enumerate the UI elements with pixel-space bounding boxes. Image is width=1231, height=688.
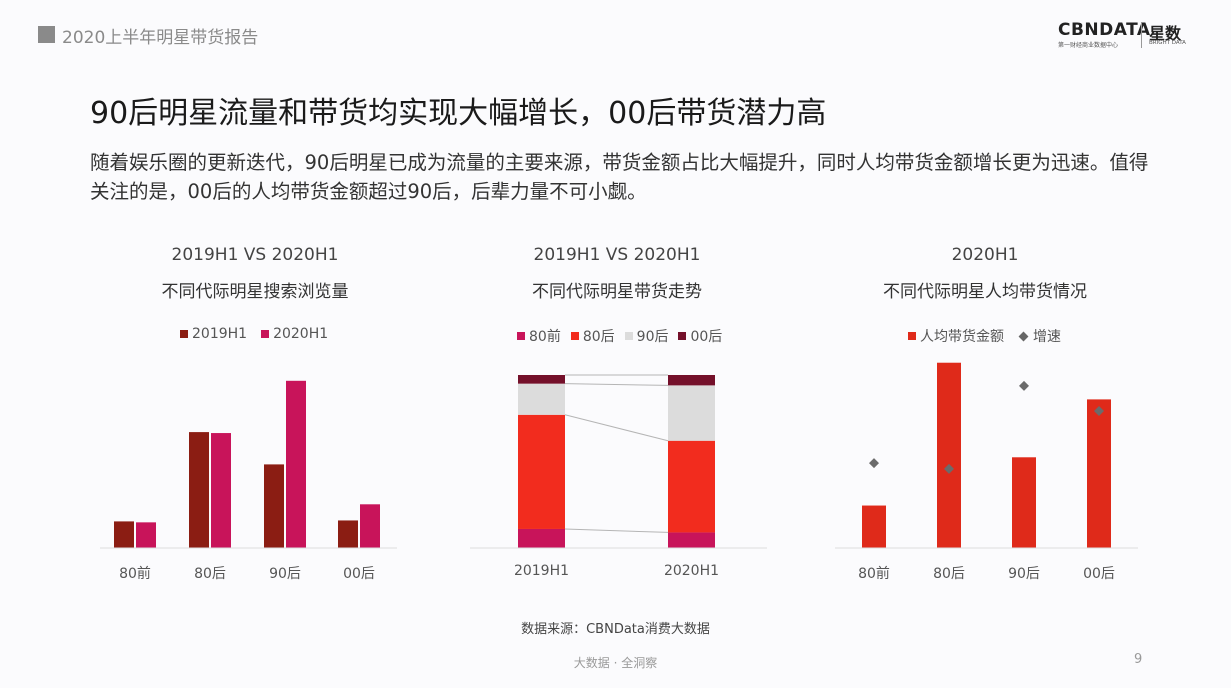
panel-1-title-period: 2019H1 VS 2020H1 (171, 245, 339, 265)
legend-label: 2020H1 (273, 326, 329, 342)
legend-label: 2019H1 (192, 326, 248, 342)
growth-marker (869, 458, 879, 469)
bar-2020h1 (136, 522, 156, 548)
legend-swatch (517, 332, 525, 340)
legend-swatch (624, 332, 633, 340)
panel-2-title-period: 2019H1 VS 2020H1 (533, 245, 701, 265)
logo-separator (1141, 22, 1142, 48)
x-tick-label: 00后 (1083, 566, 1115, 582)
legend-swatch (678, 332, 687, 340)
legend-swatch (180, 330, 188, 338)
legend-item-growth: 增速 (1018, 326, 1061, 346)
panel-2-title: 不同代际明星带货走势 (532, 282, 702, 302)
data-source: 数据来源：CBNData消费大数据 (521, 622, 710, 637)
legend-item-2020h1: 2020H1 (261, 326, 328, 342)
x-tick-label: 2020H1 (664, 563, 719, 579)
bar-2020h1 (360, 504, 380, 548)
legend-label: 90后 (636, 329, 669, 345)
stack-segment (668, 375, 715, 386)
page-description: 随着娱乐圈的更新迭代，90后明星已成为流量的主要来源，带货金额占比大幅提升，同时… (90, 151, 1149, 203)
panel-1-header: 2019H1 VS 2020H1 不同代际明星搜索浏览量 (110, 245, 400, 302)
legend-label: 80前 (529, 329, 561, 345)
logo-cbndata-sub: 第一财经商业数据中心 (1058, 42, 1119, 49)
panel-2-header: 2019H1 VS 2020H1 不同代际明星带货走势 (472, 245, 762, 302)
logo: CBNDATA 第一财经商业数据中心 星数 BRIGHT DATA (1058, 20, 1198, 50)
panel-1-title: 不同代际明星搜索浏览量 (161, 282, 349, 302)
x-tick-label: 2019H1 (514, 563, 569, 579)
x-tick-label: 80前 (858, 565, 890, 582)
x-tick-label: 90后 (269, 566, 301, 582)
stack-segment (518, 414, 565, 529)
connector-line (564, 414, 669, 442)
x-tick-label: 90后 (1008, 566, 1040, 582)
x-tick-label: 80后 (933, 566, 965, 582)
growth-marker (1019, 380, 1029, 391)
growth-marker (944, 463, 954, 474)
logo-xingshu: 星数 (1149, 24, 1182, 43)
growth-marker (1094, 405, 1104, 416)
legend-swatch (261, 330, 270, 338)
legend-item-80qian: 80前 (517, 326, 561, 346)
bar-per-capita-sales (937, 362, 961, 548)
header-square-icon (38, 26, 55, 43)
stack-segment (668, 385, 715, 441)
legend-item-per-capita: 人均带货金额 (908, 326, 1004, 346)
bar-2019h1 (114, 521, 134, 548)
bar-per-capita-sales (1087, 399, 1111, 548)
connector-line (564, 383, 669, 386)
bar-per-capita-sales (862, 505, 886, 548)
x-tick-label: 80后 (194, 566, 226, 582)
x-tick-label: 80前 (119, 565, 151, 582)
panel-3-title-period: 2020H1 (951, 245, 1019, 265)
page-title: 90后明星流量和带货均实现大幅增长，00后带货潜力高 (90, 96, 827, 131)
page-number: 9 (1134, 652, 1143, 667)
stack-segment (518, 375, 565, 384)
x-tick-label: 00后 (343, 566, 375, 582)
stack-segment (518, 528, 565, 548)
bar-2020h1 (211, 433, 231, 548)
legend-1: 2019H1 2020H1 (180, 326, 328, 342)
logo-cbndata: CBNDATA (1058, 20, 1151, 40)
stack-segment (668, 532, 715, 548)
diamond-marker-icon (1018, 331, 1029, 341)
legend-2: 80前 80后 90后 00后 (517, 326, 722, 346)
legend-label: 80后 (582, 329, 615, 345)
panel-3-header: 2020H1 不同代际明星人均带货情况 (840, 245, 1130, 302)
legend-item-80hou: 80后 (570, 326, 615, 346)
panel-3-title: 不同代际明星人均带货情况 (883, 282, 1087, 302)
legend-item-2019h1: 2019H1 (180, 326, 247, 342)
bar-2019h1 (338, 520, 358, 548)
legend-label: 人均带货金额 (920, 329, 1004, 345)
bar-per-capita-sales (1012, 457, 1036, 548)
logo-xingshu-sub: BRIGHT DATA (1149, 40, 1186, 46)
legend-item-00hou: 00后 (678, 326, 722, 346)
bar-2020h1 (286, 380, 306, 548)
chart-sales-trend: 2019H1 2020H1 (470, 374, 767, 579)
chart-per-capita-sales: 80前 80后 90后 00后 (835, 362, 1138, 582)
report-title: 2020上半年明星带货报告 (62, 28, 259, 48)
stack-segment (668, 440, 715, 533)
stack-segment (518, 383, 565, 415)
legend-swatch (908, 332, 916, 340)
footer-text: 大数据 · 全洞察 (573, 656, 658, 670)
legend-3: 人均带货金额 增速 (908, 326, 1061, 346)
chart-search-views: 80前 80后 90后 00后 (100, 380, 397, 582)
connector-line (564, 528, 669, 533)
legend-item-90hou: 90后 (624, 326, 669, 346)
bar-2019h1 (264, 464, 284, 548)
legend-swatch (570, 332, 579, 340)
bar-2019h1 (189, 432, 209, 548)
legend-label: 增速 (1033, 329, 1061, 345)
legend-label: 00后 (690, 329, 723, 345)
